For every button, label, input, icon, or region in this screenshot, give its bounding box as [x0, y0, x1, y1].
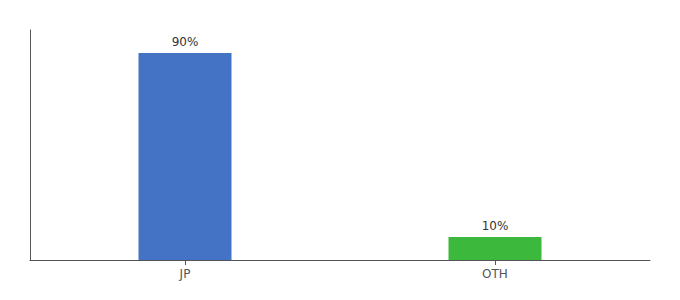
svg-text:90%: 90%	[172, 35, 199, 49]
svg-text:JP: JP	[179, 267, 191, 281]
svg-text:OTH: OTH	[482, 267, 508, 281]
svg-text:10%: 10%	[482, 219, 509, 233]
